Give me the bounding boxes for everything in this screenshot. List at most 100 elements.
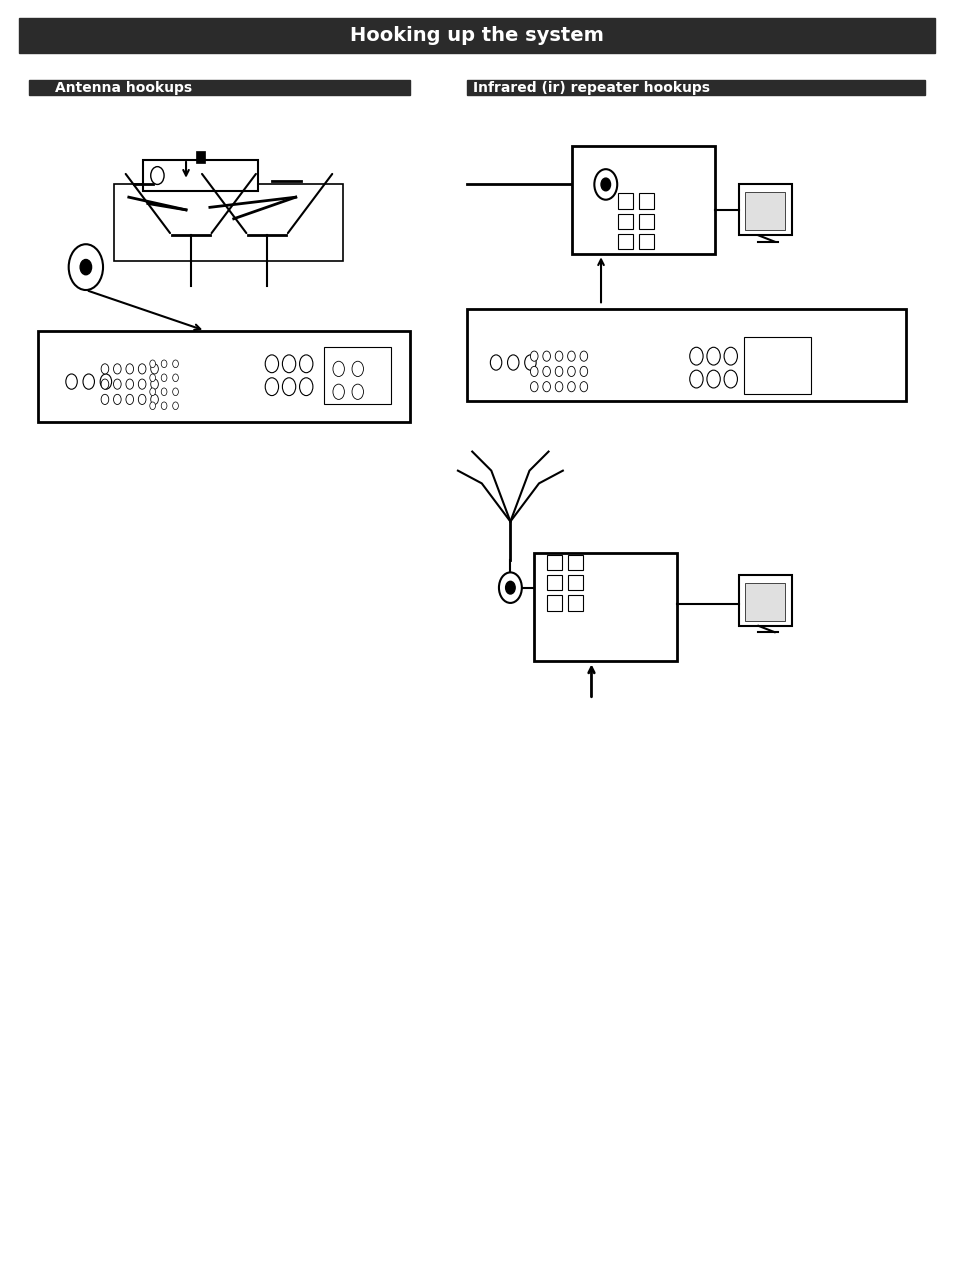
Circle shape	[80, 259, 91, 275]
Circle shape	[299, 378, 313, 396]
Circle shape	[282, 355, 295, 373]
Bar	[567, 555, 582, 570]
Circle shape	[706, 370, 720, 388]
Circle shape	[161, 402, 167, 410]
Text: Infrared (ir) repeater hookups: Infrared (ir) repeater hookups	[473, 80, 709, 95]
Bar	[195, 150, 205, 163]
Circle shape	[126, 394, 133, 404]
Circle shape	[101, 379, 109, 389]
Circle shape	[150, 402, 155, 410]
Circle shape	[172, 374, 178, 382]
Circle shape	[530, 366, 537, 377]
Circle shape	[689, 347, 702, 365]
Bar	[744, 583, 784, 621]
Bar	[534, 553, 677, 661]
Bar	[639, 214, 654, 229]
Circle shape	[579, 351, 587, 361]
Bar	[639, 234, 654, 249]
Bar	[743, 337, 810, 394]
Circle shape	[567, 351, 575, 361]
Circle shape	[542, 366, 550, 377]
Circle shape	[83, 374, 94, 389]
Circle shape	[161, 360, 167, 368]
Circle shape	[113, 364, 121, 374]
Circle shape	[113, 394, 121, 404]
Circle shape	[579, 382, 587, 392]
Circle shape	[507, 355, 518, 370]
Circle shape	[138, 379, 146, 389]
Bar	[572, 146, 715, 254]
Circle shape	[161, 388, 167, 396]
Circle shape	[542, 351, 550, 361]
Bar	[467, 80, 924, 95]
Bar	[618, 234, 633, 249]
Bar	[546, 555, 561, 570]
Bar	[639, 193, 654, 209]
Circle shape	[689, 370, 702, 388]
Bar	[19, 18, 934, 53]
Circle shape	[265, 378, 278, 396]
Circle shape	[555, 382, 562, 392]
Circle shape	[138, 394, 146, 404]
Circle shape	[66, 374, 77, 389]
Circle shape	[567, 366, 575, 377]
Circle shape	[151, 394, 158, 404]
Circle shape	[505, 581, 515, 594]
Circle shape	[579, 366, 587, 377]
Circle shape	[530, 382, 537, 392]
Circle shape	[600, 178, 610, 191]
Circle shape	[524, 355, 536, 370]
Circle shape	[706, 347, 720, 365]
Bar	[618, 193, 633, 209]
Circle shape	[151, 379, 158, 389]
Text: Antenna hookups: Antenna hookups	[55, 80, 193, 95]
Bar	[324, 347, 391, 404]
Bar	[618, 214, 633, 229]
Circle shape	[69, 244, 103, 290]
Text: Hooking up the system: Hooking up the system	[350, 27, 603, 45]
Bar	[567, 595, 582, 611]
Bar	[114, 184, 343, 261]
Bar	[546, 575, 561, 590]
Circle shape	[333, 384, 344, 399]
Circle shape	[126, 379, 133, 389]
Bar	[38, 331, 410, 422]
Circle shape	[150, 360, 155, 368]
Circle shape	[101, 364, 109, 374]
Circle shape	[498, 572, 521, 603]
Circle shape	[530, 351, 537, 361]
Circle shape	[723, 347, 737, 365]
Bar	[467, 309, 905, 401]
Bar	[739, 575, 791, 626]
Circle shape	[100, 374, 112, 389]
Circle shape	[542, 382, 550, 392]
Circle shape	[172, 360, 178, 368]
Bar	[546, 595, 561, 611]
Circle shape	[151, 167, 164, 184]
Circle shape	[150, 388, 155, 396]
Circle shape	[138, 364, 146, 374]
Circle shape	[113, 379, 121, 389]
Circle shape	[126, 364, 133, 374]
Circle shape	[723, 370, 737, 388]
Bar	[744, 192, 784, 230]
Circle shape	[172, 388, 178, 396]
Circle shape	[150, 374, 155, 382]
Circle shape	[265, 355, 278, 373]
Circle shape	[101, 394, 109, 404]
Bar	[29, 80, 410, 95]
Circle shape	[172, 402, 178, 410]
Circle shape	[299, 355, 313, 373]
Circle shape	[490, 355, 501, 370]
Circle shape	[352, 361, 363, 377]
Circle shape	[567, 382, 575, 392]
Bar	[739, 184, 791, 235]
Bar	[143, 159, 257, 191]
Circle shape	[161, 374, 167, 382]
Bar	[567, 575, 582, 590]
Circle shape	[333, 361, 344, 377]
Circle shape	[282, 378, 295, 396]
Circle shape	[352, 384, 363, 399]
Circle shape	[594, 169, 617, 200]
Circle shape	[555, 351, 562, 361]
